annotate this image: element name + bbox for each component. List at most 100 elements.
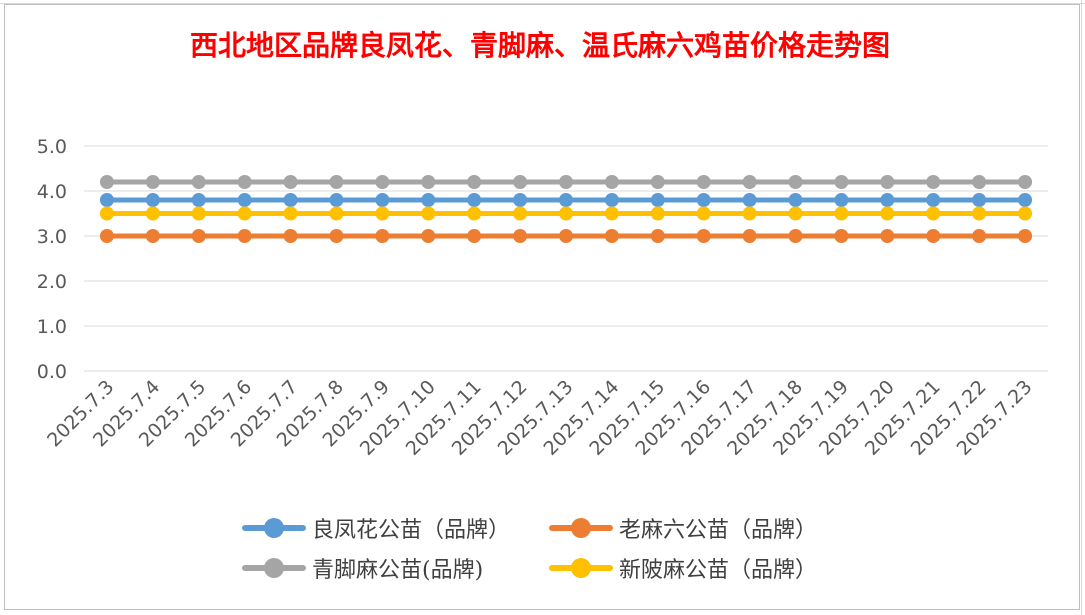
data-point (237, 206, 252, 221)
data-point (834, 175, 849, 189)
data-point (283, 229, 298, 243)
legend-marker (571, 558, 591, 578)
y-tick-label: 4.0 (37, 181, 67, 203)
legend-item: 新陂麻公苗（品牌） (549, 548, 817, 588)
data-point (191, 175, 206, 189)
y-axis-ticks: 0.0 1.0 2.0 3.0 4.0 5.0 (37, 136, 67, 383)
legend-label: 青脚麻公苗(品牌) (312, 558, 484, 583)
data-point (375, 206, 390, 221)
data-point (926, 206, 941, 221)
data-point (99, 193, 114, 207)
data-point (145, 229, 160, 243)
data-point (604, 175, 619, 189)
data-point (191, 229, 206, 243)
legend-label: 老麻六公苗（品牌） (619, 518, 818, 543)
data-point (329, 206, 344, 221)
data-point (191, 206, 206, 221)
data-point (467, 206, 482, 221)
legend-swatch (242, 518, 306, 538)
series-points (99, 175, 1033, 243)
data-point (972, 206, 987, 221)
data-point (559, 175, 573, 189)
legend-item: 青脚麻公苗(品牌) (242, 548, 483, 588)
data-point (742, 229, 757, 243)
data-point (1018, 193, 1033, 207)
data-point (513, 193, 528, 207)
data-point (604, 206, 619, 221)
y-tick-label: 1.0 (37, 316, 67, 338)
data-point (1018, 206, 1033, 221)
data-point (329, 193, 344, 207)
data-point (145, 175, 160, 189)
data-point (237, 193, 252, 207)
data-point (788, 193, 803, 207)
data-point (513, 229, 528, 243)
data-point (283, 193, 298, 207)
data-point (696, 193, 711, 207)
legend-marker (264, 518, 284, 538)
data-point (696, 175, 711, 189)
data-point (191, 193, 206, 207)
data-point (788, 206, 803, 221)
data-point (788, 229, 803, 243)
y-tick-label: 0.0 (37, 361, 67, 383)
legend-item: 老麻六公苗（品牌） (549, 508, 817, 548)
data-point (742, 206, 757, 221)
data-point (880, 193, 895, 207)
data-point (99, 175, 114, 189)
legend-swatch (242, 558, 306, 578)
legend-swatch (549, 518, 613, 538)
x-axis-ticks: 2025.7.32025.7.42025.7.52025.7.62025.7.7… (43, 376, 1036, 460)
data-point (329, 175, 344, 189)
data-point (880, 229, 895, 243)
data-point (650, 175, 665, 189)
data-point (467, 175, 482, 189)
y-tick-label: 3.0 (37, 226, 67, 248)
data-point (972, 229, 987, 243)
data-point (513, 175, 528, 189)
data-point (375, 229, 390, 243)
data-point (696, 206, 711, 221)
data-point (1018, 229, 1033, 243)
legend-marker (264, 558, 284, 578)
data-point (1018, 175, 1033, 189)
data-point (926, 193, 941, 207)
data-point (421, 193, 436, 207)
data-point (972, 193, 987, 207)
data-point (559, 206, 573, 221)
data-point (834, 193, 849, 207)
data-point (513, 206, 528, 221)
data-point (99, 229, 114, 243)
data-point (467, 229, 482, 243)
chart-frame[interactable] (4, 4, 1080, 610)
data-point (559, 193, 573, 207)
data-point (145, 193, 160, 207)
legend-swatch (549, 558, 613, 578)
data-point (880, 206, 895, 221)
data-point (696, 229, 711, 243)
sheet-edge-top (0, 0, 1085, 4)
data-point (742, 193, 757, 207)
legend-label: 良凤花公苗（品牌） (312, 518, 511, 543)
data-point (650, 229, 665, 243)
data-point (834, 229, 849, 243)
data-point (604, 193, 619, 207)
data-point (329, 229, 344, 243)
sheet-edge-right (1081, 0, 1085, 615)
data-point (99, 206, 114, 221)
data-point (145, 206, 160, 221)
data-point (972, 175, 987, 189)
legend-item: 良凤花公苗（品牌） (242, 508, 510, 548)
y-tick-label: 5.0 (37, 136, 67, 158)
data-point (375, 175, 390, 189)
data-point (283, 175, 298, 189)
data-point (421, 206, 436, 221)
data-point (926, 175, 941, 189)
data-point (834, 206, 849, 221)
data-point (375, 193, 390, 207)
data-point (742, 175, 757, 189)
data-point (559, 229, 573, 243)
data-point (604, 229, 619, 243)
data-point (237, 175, 252, 189)
